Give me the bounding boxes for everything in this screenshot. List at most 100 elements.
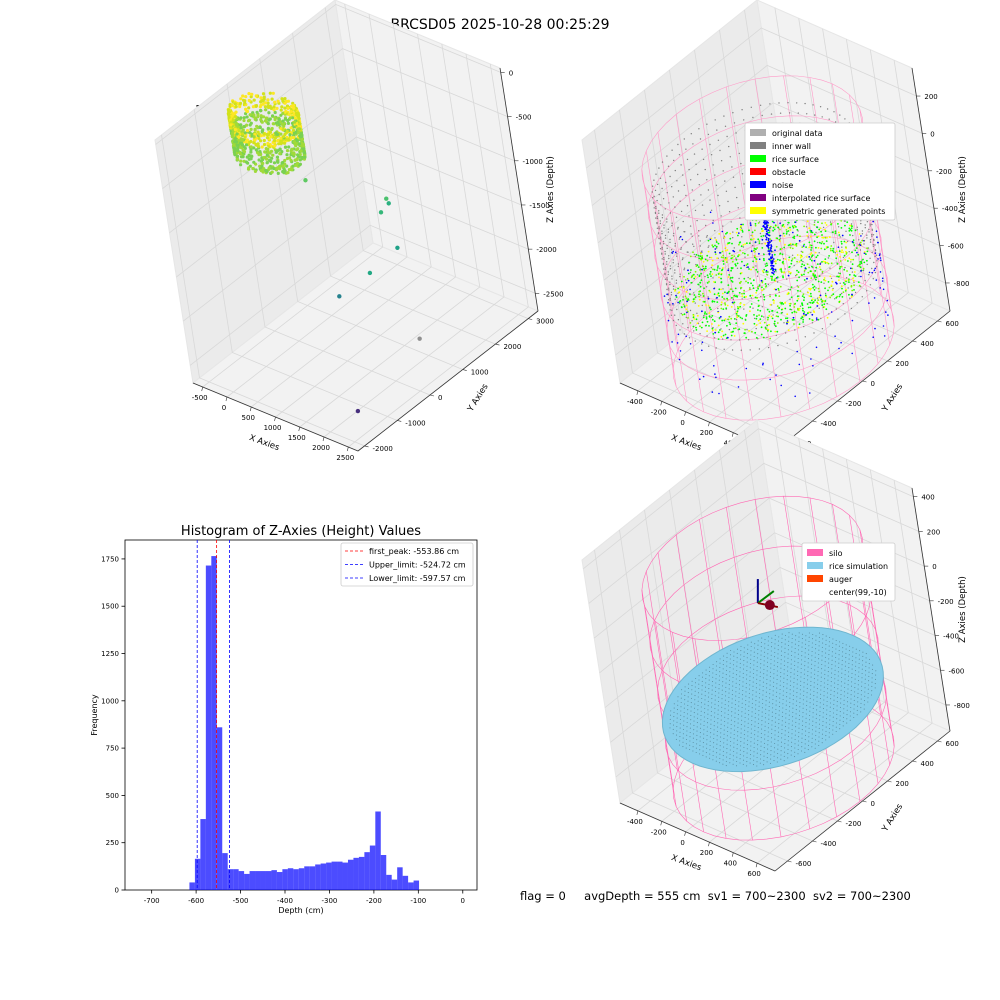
mesh-point (754, 725, 756, 727)
wall-point (774, 324, 776, 326)
raw-point (282, 171, 286, 175)
mesh-point (745, 678, 748, 680)
surface-point (809, 229, 812, 232)
noise-point (809, 392, 811, 394)
noise-point (768, 252, 771, 255)
mesh-point (776, 757, 779, 759)
mesh-point (817, 666, 819, 668)
wall-point (666, 288, 668, 291)
surface-point (773, 279, 776, 282)
surface-point (808, 256, 811, 258)
mesh-point (791, 637, 793, 640)
surface-point (846, 270, 848, 272)
surface-point (786, 231, 788, 233)
mesh-point (768, 705, 770, 708)
wall-point (869, 284, 872, 286)
surface-point (720, 307, 723, 310)
wall-point (788, 234, 791, 236)
mesh-point (732, 681, 734, 683)
surface-point (842, 291, 845, 293)
wall-point (669, 175, 671, 178)
wall-point (680, 164, 682, 166)
surface-point (838, 279, 840, 281)
mesh-point (868, 671, 870, 673)
mesh-point (750, 658, 752, 660)
mesh-point (812, 633, 814, 636)
z-axis-line (911, 487, 951, 732)
raw-point (253, 127, 257, 131)
mesh-point (735, 674, 738, 676)
wall-point (677, 143, 679, 146)
mesh-point (790, 676, 792, 678)
mesh-point (700, 723, 702, 725)
mesh-point (719, 658, 721, 660)
surface-point (813, 259, 816, 262)
surface-point (683, 287, 685, 289)
surface-point (821, 261, 823, 263)
mesh-point (722, 659, 725, 661)
mesh-point (858, 654, 860, 656)
surface-point (841, 234, 844, 237)
mesh-point (733, 750, 735, 753)
surface-point (688, 261, 690, 264)
surface-point (778, 295, 781, 297)
surface-point (724, 257, 727, 259)
surface-point (803, 264, 806, 267)
surface-point (694, 296, 697, 299)
mesh-point (865, 653, 867, 655)
surface-point (838, 250, 841, 253)
mesh-point (828, 641, 830, 643)
wall-point (723, 348, 725, 350)
surface-point (706, 320, 709, 323)
wall-point (842, 303, 844, 305)
surface-point (685, 304, 688, 307)
silo-strut (644, 606, 677, 807)
noise-point (771, 264, 774, 267)
mesh-point (827, 671, 829, 673)
mesh-point (831, 659, 833, 661)
surface-point (841, 249, 843, 252)
y-axis-label: Y Axies (880, 382, 906, 415)
mesh-point (670, 710, 672, 712)
raw-point (268, 130, 272, 134)
surface-point (727, 242, 730, 245)
mesh-point (826, 709, 828, 711)
mesh-point (858, 671, 860, 673)
surface-point (777, 226, 779, 229)
noise-point (802, 245, 805, 247)
surface-point (816, 254, 819, 257)
raw-point (279, 132, 283, 136)
mesh-point (875, 670, 877, 672)
noise-point (770, 257, 772, 260)
surface-point (849, 234, 851, 236)
noise-point (681, 238, 684, 241)
surface-point (745, 315, 748, 317)
mesh-point (686, 713, 689, 715)
mesh-point (860, 690, 863, 692)
noise-point (792, 231, 794, 234)
noise-point (715, 376, 717, 379)
mesh-point (725, 691, 727, 693)
surface-point (736, 227, 739, 230)
mesh-point (769, 671, 772, 673)
wall-point (779, 112, 782, 114)
mesh-point (781, 720, 783, 722)
noise-point (749, 222, 752, 224)
surface-point (823, 278, 825, 281)
surface-point (866, 247, 868, 250)
mesh-point (825, 639, 827, 641)
surface-point (693, 277, 696, 280)
surface-point (744, 328, 746, 331)
histogram-bar (358, 856, 365, 890)
wall-point (856, 302, 858, 304)
mesh-point (683, 720, 685, 722)
wall-point (683, 184, 685, 186)
mesh-point (702, 742, 704, 744)
surface-point (853, 284, 855, 287)
surface-point (824, 260, 826, 263)
mesh-point (814, 660, 816, 663)
wall-point (674, 314, 676, 316)
surface-point (837, 223, 839, 225)
surface-point (812, 272, 815, 275)
mesh-point (710, 723, 712, 725)
